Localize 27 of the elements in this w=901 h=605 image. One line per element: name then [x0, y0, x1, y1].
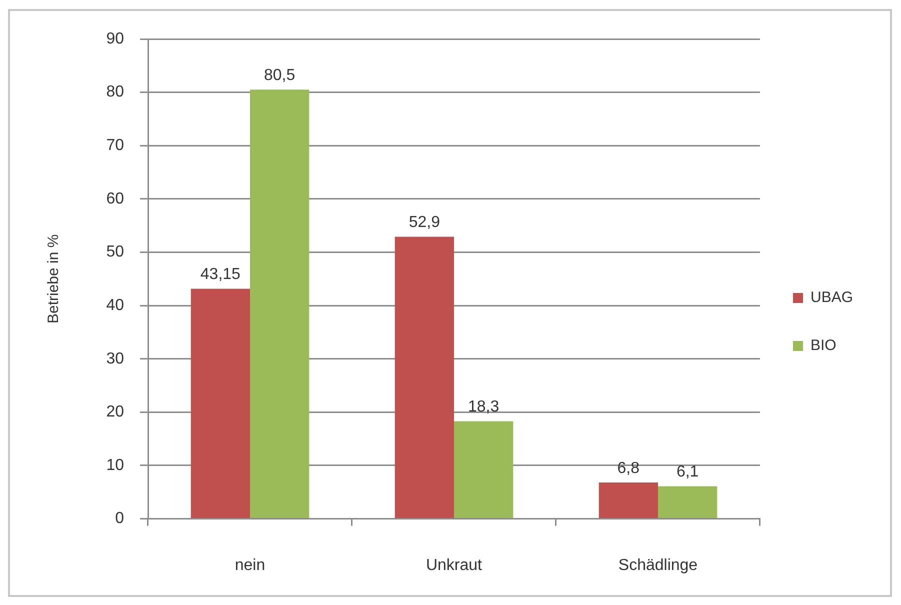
- x-tick-label: nein: [234, 556, 266, 574]
- y-tick-label: 50: [106, 244, 124, 261]
- data-label: 43,15: [200, 266, 241, 284]
- y-tick-label: 20: [106, 404, 124, 421]
- legend-label: BIO: [810, 337, 836, 354]
- x-tick-label: Schädlinge: [618, 556, 698, 574]
- y-tick-label: 0: [115, 510, 124, 528]
- data-label: 18,3: [468, 398, 500, 416]
- y-tick-label: 70: [106, 137, 124, 154]
- bar: [394, 236, 454, 518]
- y-tick-label: 40: [106, 296, 124, 314]
- bar: [454, 421, 514, 518]
- bar: [250, 90, 310, 518]
- data-label: 52,9: [408, 214, 440, 232]
- y-tick-label: 80: [106, 84, 124, 101]
- data-label: 6,1: [676, 464, 699, 481]
- legend-label: UBAG: [810, 289, 854, 306]
- bar: [190, 288, 250, 518]
- y-axis-title: Betriebe in %: [45, 234, 62, 324]
- bar: [598, 482, 658, 518]
- bar: [658, 486, 718, 518]
- y-tick-label: 60: [106, 190, 124, 208]
- y-tick-label: 30: [106, 350, 124, 368]
- data-label: 80,5: [264, 67, 296, 84]
- y-tick-label: 90: [106, 30, 124, 48]
- x-tick-label: Unkraut: [426, 556, 483, 574]
- y-tick-label: 10: [106, 456, 124, 474]
